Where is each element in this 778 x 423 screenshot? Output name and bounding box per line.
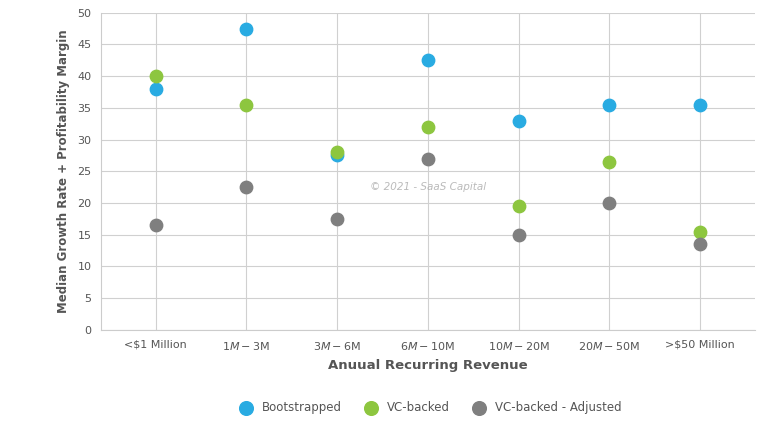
- VC-backed: [694, 228, 706, 235]
- VC-backed: [422, 124, 434, 130]
- VC-backed - Adjusted: [603, 200, 615, 206]
- Bootstrapped: [694, 102, 706, 108]
- VC-backed - Adjusted: [240, 184, 253, 190]
- VC-backed: [149, 73, 162, 80]
- VC-backed: [513, 203, 525, 210]
- VC-backed - Adjusted: [513, 231, 525, 238]
- Legend: Bootstrapped, VC-backed, VC-backed - Adjusted: Bootstrapped, VC-backed, VC-backed - Adj…: [230, 397, 626, 419]
- Bootstrapped: [603, 102, 615, 108]
- Bootstrapped: [149, 85, 162, 92]
- X-axis label: Anuual Recurring Revenue: Anuual Recurring Revenue: [328, 359, 527, 372]
- Y-axis label: Median Growth Rate + Profitability Margin: Median Growth Rate + Profitability Margi…: [58, 30, 70, 313]
- VC-backed: [240, 102, 253, 108]
- Bootstrapped: [240, 25, 253, 32]
- VC-backed - Adjusted: [694, 241, 706, 248]
- VC-backed: [331, 149, 343, 156]
- Text: © 2021 - SaaS Capital: © 2021 - SaaS Capital: [370, 182, 486, 192]
- Bootstrapped: [422, 57, 434, 63]
- VC-backed: [603, 159, 615, 165]
- VC-backed - Adjusted: [422, 155, 434, 162]
- VC-backed - Adjusted: [331, 216, 343, 222]
- Bootstrapped: [331, 152, 343, 159]
- Bootstrapped: [513, 117, 525, 124]
- VC-backed - Adjusted: [149, 222, 162, 228]
